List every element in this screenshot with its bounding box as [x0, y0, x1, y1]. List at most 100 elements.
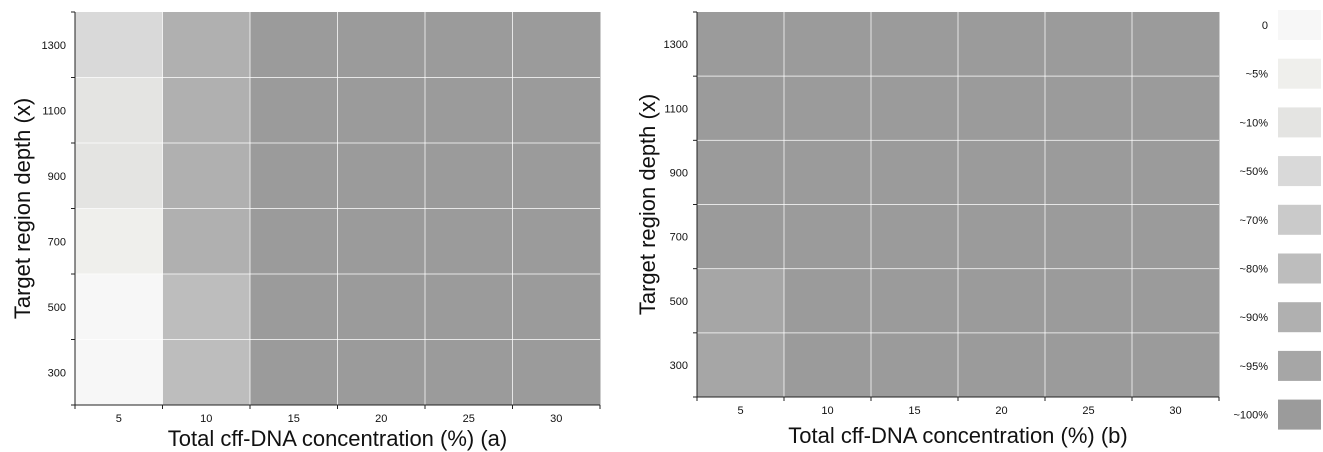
heatmap-cell — [1045, 268, 1133, 334]
y-tick-label: 700 — [48, 236, 66, 248]
heatmap-cell — [425, 274, 513, 340]
heatmap-cell — [1132, 268, 1220, 334]
x-tick-label: 25 — [1082, 405, 1094, 417]
y-tick-label: 500 — [670, 296, 688, 308]
heatmap-cell — [250, 339, 338, 406]
heatmap-cell — [1132, 12, 1220, 77]
heatmap-cell — [958, 76, 1046, 141]
heatmap-panel-a: 5 10 15 20 25 30 300 500 700 900 1100 1300 Total cff… — [10, 11, 601, 451]
heatmap-cell — [784, 12, 872, 77]
heatmap-cell — [75, 208, 163, 275]
legend-swatch — [1278, 107, 1321, 138]
y-tick-label: 900 — [670, 167, 688, 179]
y-tick-label: 700 — [670, 232, 688, 244]
x-tick-label: 20 — [375, 413, 387, 425]
legend: 0 ~5% ~10% ~50% ~70% ~80% ~90% ~95% ~100% — [1233, 10, 1321, 430]
x-tick-label: 30 — [1169, 405, 1181, 417]
heatmap-cell — [75, 77, 163, 144]
legend-label: ~50% — [1240, 166, 1269, 178]
heatmap-cell — [425, 143, 513, 209]
heatmap-cell — [958, 140, 1046, 205]
heatmap-cell — [250, 143, 338, 209]
heatmap-cell — [512, 77, 601, 144]
heatmap-cell — [871, 12, 959, 77]
y-tick-label: 500 — [48, 302, 66, 314]
heatmap-cell — [784, 204, 872, 270]
heatmap-cell — [162, 143, 251, 209]
heatmap-cell — [75, 12, 163, 78]
x-tick-label: 5 — [737, 405, 743, 417]
heatmap-cell — [75, 274, 163, 340]
x-tick-label: 10 — [200, 413, 212, 425]
y-axis-title: Target region depth (x) — [10, 98, 35, 319]
y-tick-label: 1100 — [664, 103, 688, 115]
legend-swatch — [1278, 156, 1321, 187]
heatmap-cell — [337, 274, 426, 340]
heatmap-cell — [425, 12, 513, 78]
heatmap-cell — [1045, 12, 1133, 77]
y-tick-label: 900 — [48, 171, 66, 183]
heatmap-cell — [512, 339, 601, 406]
heatmap-panel-b: 5 10 15 20 25 30 300 500 700 900 1100 1300 Total cff… — [635, 11, 1220, 448]
heatmap-cell — [75, 339, 163, 406]
x-tick-label: 15 — [908, 405, 920, 417]
x-tick-label: 5 — [116, 413, 122, 425]
heatmap-cell — [871, 76, 959, 141]
heatmap-cell — [958, 12, 1046, 77]
legend-swatch — [1278, 10, 1321, 40]
legend-label: ~95% — [1240, 361, 1269, 373]
heatmap-cell — [1045, 140, 1133, 205]
x-tick-label: 10 — [821, 405, 833, 417]
legend-label: ~70% — [1240, 215, 1269, 227]
heatmap-cell — [162, 274, 251, 340]
heatmap-cell — [697, 268, 785, 334]
heatmap-cell — [1045, 76, 1133, 141]
heatmap-cell — [337, 339, 426, 406]
y-tick-label: 300 — [48, 367, 66, 379]
legend-swatch — [1278, 302, 1321, 333]
heatmap-cell — [871, 204, 959, 270]
y-axis-title: Target region depth (x) — [635, 94, 660, 315]
heatmap-cell — [871, 268, 959, 334]
heatmap-cell — [958, 268, 1046, 334]
y-tick-label: 1100 — [42, 105, 66, 117]
heatmap-cell — [512, 12, 601, 78]
x-axis-title: Total cff-DNA concentration (%) (a) — [168, 426, 508, 451]
heatmap-cell — [784, 332, 872, 398]
heatmap-cell — [337, 77, 426, 144]
heatmap-cell — [250, 12, 338, 78]
heatmap-cell — [958, 204, 1046, 270]
legend-swatch — [1278, 204, 1321, 235]
heatmap-cell — [871, 332, 959, 398]
heatmap-cell — [958, 332, 1046, 398]
heatmap-cell — [1132, 140, 1220, 205]
heatmap-cell — [250, 208, 338, 275]
legend-swatch — [1278, 399, 1321, 430]
heatmap-cell — [337, 143, 426, 209]
legend-label: ~10% — [1240, 117, 1269, 129]
heatmap-cell — [250, 274, 338, 340]
legend-swatch — [1278, 253, 1321, 284]
heatmap-cell — [512, 143, 601, 209]
heatmap-cell — [784, 140, 872, 205]
heatmap-cell — [784, 268, 872, 334]
x-axis-title: Total cff-DNA concentration (%) (b) — [788, 423, 1128, 448]
heatmap-cell — [697, 204, 785, 270]
heatmap-cell — [1045, 332, 1133, 398]
heatmap-cell — [697, 76, 785, 141]
x-tick-label: 15 — [288, 413, 300, 425]
heatmap-cell — [697, 332, 785, 398]
legend-label: ~80% — [1240, 264, 1269, 276]
heatmap-cell — [697, 140, 785, 205]
heatmap-cell — [425, 208, 513, 275]
legend-swatch — [1278, 350, 1321, 381]
heatmap-cell — [425, 77, 513, 144]
legend-label: 0 — [1262, 20, 1268, 32]
heatmap-cell — [1132, 204, 1220, 270]
legend-swatch — [1278, 58, 1321, 89]
heatmap-cell — [162, 208, 251, 275]
legend-label: ~100% — [1233, 410, 1268, 422]
heatmap-cell — [512, 274, 601, 340]
heatmap-cell — [697, 12, 785, 77]
